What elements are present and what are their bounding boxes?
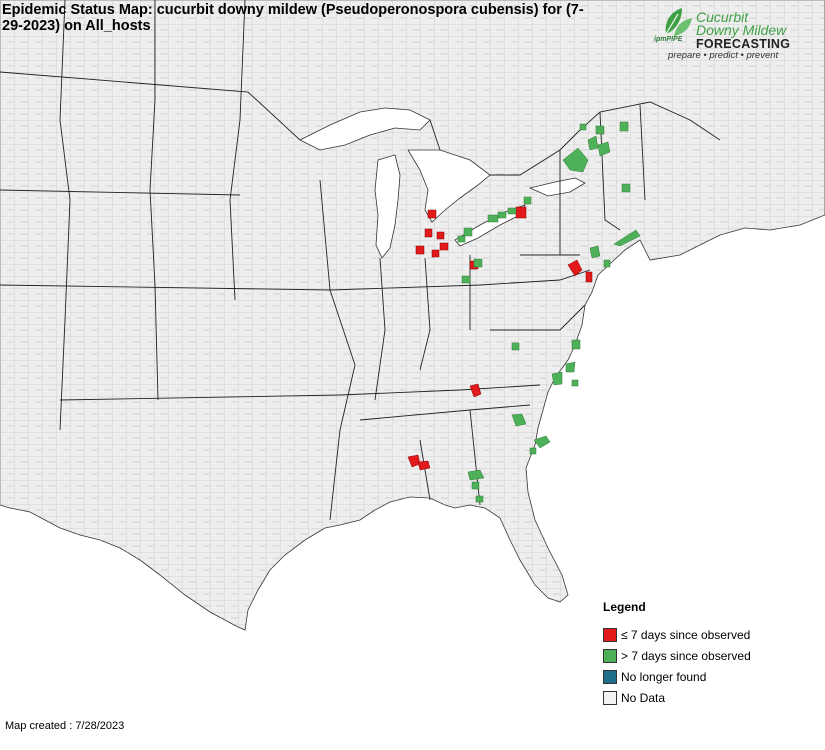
legend: Legend ≤ 7 days since observed > 7 days … — [603, 600, 803, 708]
logo-ipmpipe: ipmPIPE — [654, 36, 683, 43]
lake-superior — [299, 107, 431, 151]
legend-label: No Data — [621, 690, 666, 705]
logo-downy-mildew: Downy Mildew — [696, 22, 787, 38]
legend-label: ≤ 7 days since observed — [621, 627, 751, 642]
map-title: Epidemic Status Map: cucurbit downy mild… — [2, 2, 584, 34]
county-grid — [0, 0, 825, 630]
logo-tagline: prepare • predict • prevent — [668, 50, 779, 61]
leaf-icon — [665, 8, 692, 36]
legend-item-no-longer-found[interactable]: No longer found — [603, 666, 803, 687]
legend-title: Legend — [603, 600, 646, 614]
legend-label: > 7 days since observed — [621, 648, 751, 663]
legend-swatch-red — [603, 627, 617, 642]
logo-cucurbit: Cucurbit — [696, 9, 749, 25]
lake-michigan — [374, 154, 401, 259]
legend-swatch-white — [603, 690, 617, 705]
legend-item-older[interactable]: > 7 days since observed — [603, 645, 803, 666]
legend-label: No longer found — [621, 669, 707, 684]
lake-huron — [407, 149, 491, 223]
counties-older[interactable] — [457, 121, 641, 503]
lake-ontario — [528, 177, 586, 197]
state-borders — [0, 0, 721, 521]
cdm-forecasting-logo: Cucurbit Downy Mildew ipmPIPE FORECASTIN… — [654, 6, 814, 62]
legend-swatch-teal — [603, 669, 617, 684]
legend-swatch-green — [603, 648, 617, 663]
logo-forecasting: FORECASTING — [696, 37, 791, 51]
map-created-date: Map created : 7/28/2023 — [5, 720, 125, 732]
legend-item-no-data[interactable]: No Data — [603, 687, 803, 708]
legend-item-recent[interactable]: ≤ 7 days since observed — [603, 624, 803, 645]
